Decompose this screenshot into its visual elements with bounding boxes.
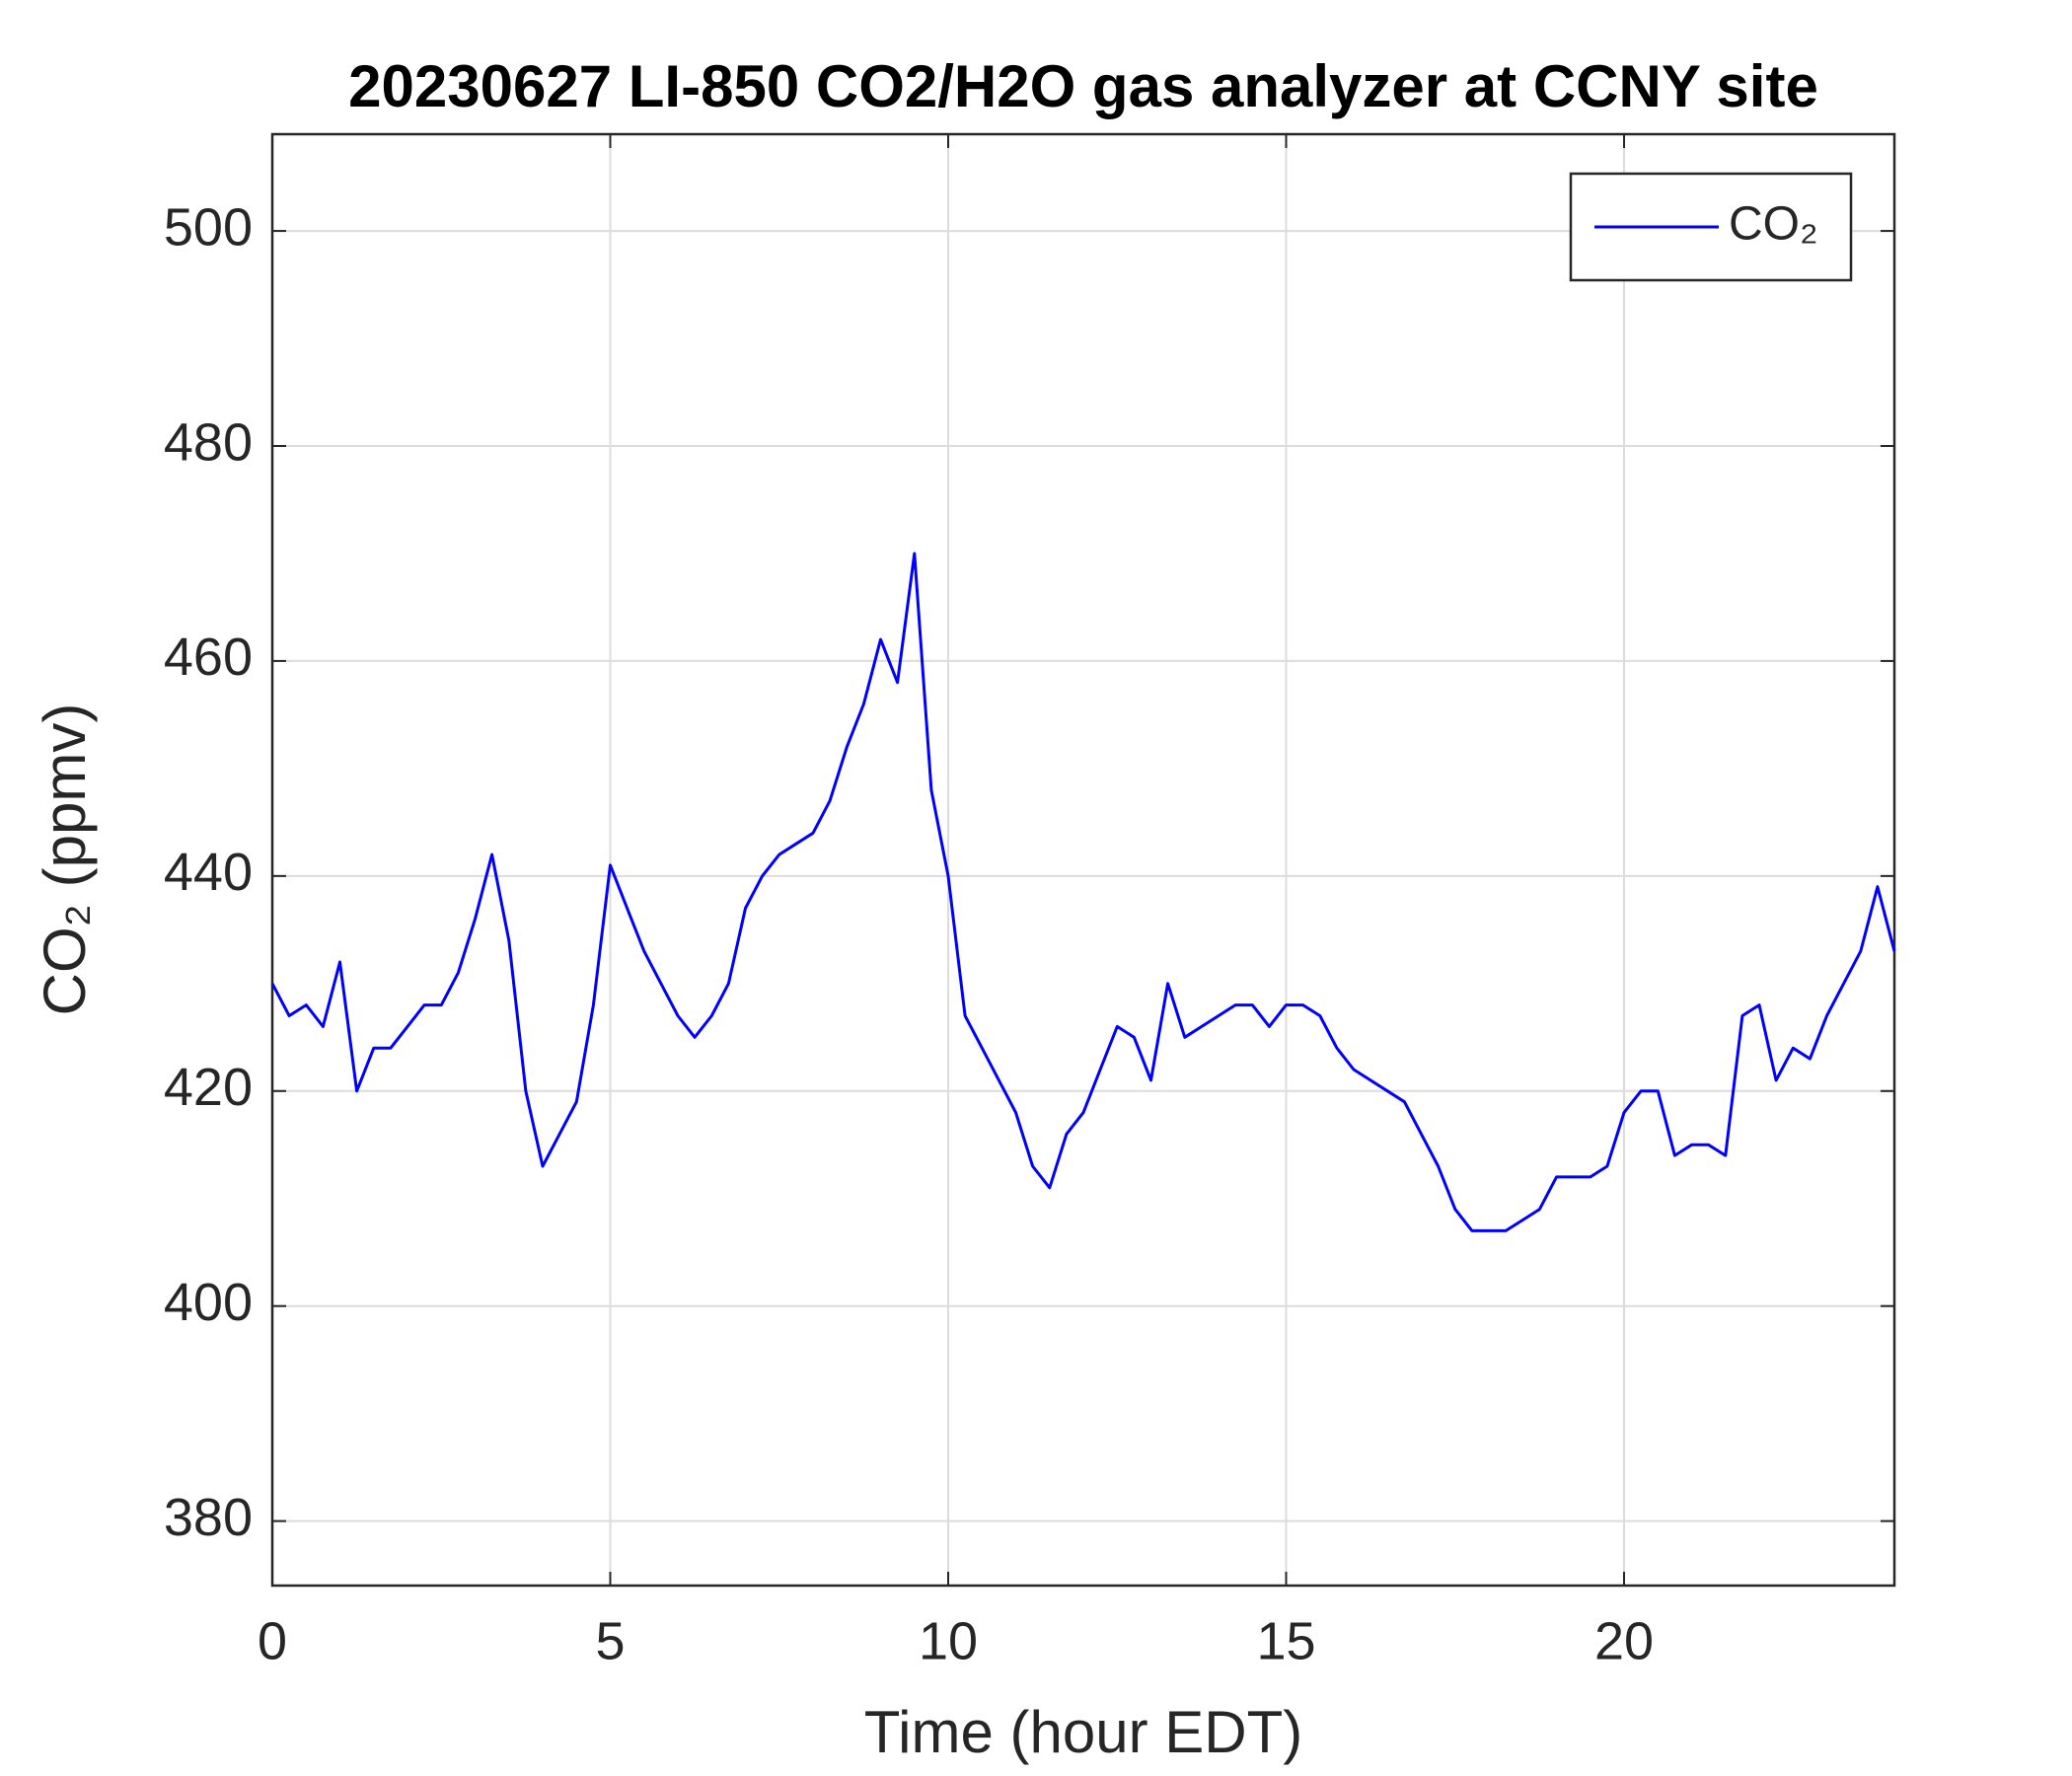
y-tick-label: 420 [164, 1058, 253, 1117]
y-tick-label: 400 [164, 1273, 253, 1332]
x-tick-label: 15 [1256, 1611, 1315, 1670]
y-tick-label: 500 [164, 197, 253, 257]
y-tick-label: 460 [164, 628, 253, 687]
y-tick-label: 440 [164, 843, 253, 902]
x-tick-label: 10 [919, 1611, 978, 1670]
x-tick-label: 5 [595, 1611, 625, 1670]
plot-frame [270, 132, 1896, 1588]
x-axis-label: Time (hour EDT) [864, 1699, 1303, 1765]
data-line [270, 552, 1896, 1232]
x-tick-label: 0 [258, 1611, 287, 1670]
legend-label: CO₂ [1729, 198, 1818, 251]
chart-title: 20230627 LI-850 CO2/H2O gas analyzer at … [348, 53, 1818, 119]
y-tick-label: 480 [164, 412, 253, 472]
x-tick-label: 20 [1594, 1611, 1654, 1670]
y-axis-label: CO₂ (ppmv) [32, 703, 98, 1016]
y-tick-label: 380 [164, 1488, 253, 1547]
